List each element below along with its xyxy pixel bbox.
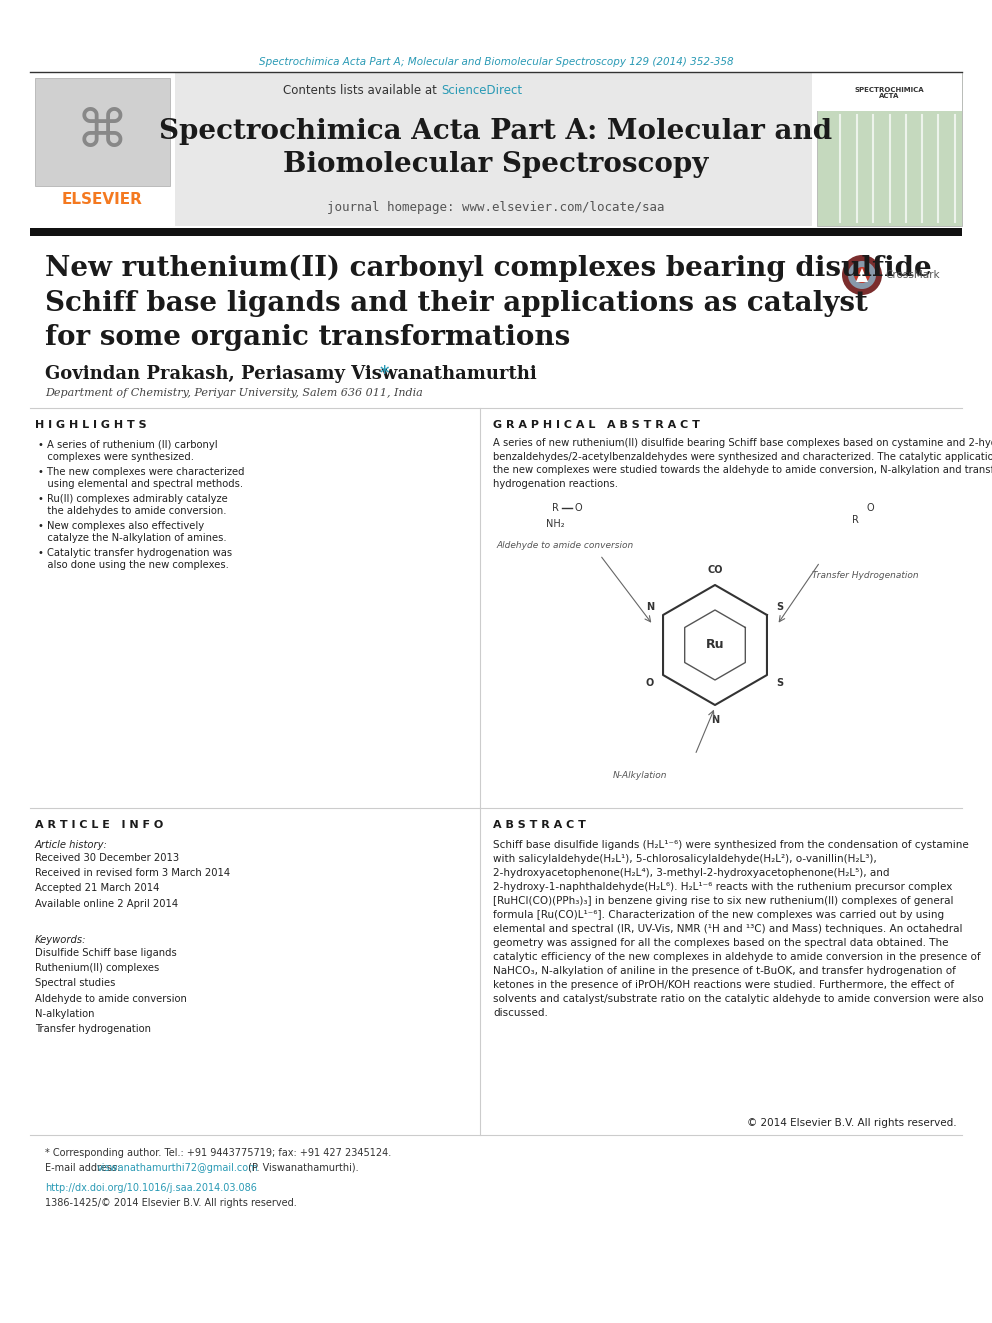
- Text: © 2014 Elsevier B.V. All rights reserved.: © 2014 Elsevier B.V. All rights reserved…: [747, 1118, 957, 1129]
- Bar: [30, 228, 962, 235]
- Text: A series of new ruthenium(II) disulfide bearing Schiff base complexes based on c: A series of new ruthenium(II) disulfide …: [493, 438, 992, 488]
- Text: Article history:: Article history:: [35, 840, 108, 849]
- Text: 1386-1425/© 2014 Elsevier B.V. All rights reserved.: 1386-1425/© 2014 Elsevier B.V. All right…: [45, 1199, 297, 1208]
- Text: N: N: [646, 602, 654, 613]
- Text: S: S: [777, 677, 784, 688]
- Text: • A series of ruthenium (II) carbonyl: • A series of ruthenium (II) carbonyl: [38, 441, 217, 450]
- Text: complexes were synthesized.: complexes were synthesized.: [38, 452, 194, 462]
- Text: N: N: [711, 714, 719, 725]
- Text: O: O: [574, 503, 582, 513]
- Text: Schiff base disulfide ligands (H₂L¹⁻⁶) were synthesized from the condensation of: Schiff base disulfide ligands (H₂L¹⁻⁶) w…: [493, 840, 984, 1017]
- Text: G R A P H I C A L   A B S T R A C T: G R A P H I C A L A B S T R A C T: [493, 419, 700, 430]
- Text: ⌘: ⌘: [75, 106, 128, 157]
- Text: ScienceDirect: ScienceDirect: [441, 83, 522, 97]
- Text: O: O: [866, 503, 874, 513]
- FancyBboxPatch shape: [817, 73, 962, 111]
- Text: N-Alkylation: N-Alkylation: [613, 770, 668, 779]
- Text: • Catalytic transfer hydrogenation was: • Catalytic transfer hydrogenation was: [38, 548, 232, 558]
- Text: http://dx.doi.org/10.1016/j.saa.2014.03.086: http://dx.doi.org/10.1016/j.saa.2014.03.…: [45, 1183, 257, 1193]
- Text: viswanathamurthi72@gmail.com: viswanathamurthi72@gmail.com: [97, 1163, 259, 1174]
- Text: journal homepage: www.elsevier.com/locate/saa: journal homepage: www.elsevier.com/locat…: [327, 201, 665, 213]
- Text: * Corresponding author. Tel.: +91 9443775719; fax: +91 427 2345124.: * Corresponding author. Tel.: +91 944377…: [45, 1148, 391, 1158]
- Polygon shape: [856, 269, 868, 282]
- Circle shape: [848, 261, 876, 288]
- Text: CrossMark: CrossMark: [885, 270, 939, 280]
- Text: SPECTROCHIMICA
ACTA: SPECTROCHIMICA ACTA: [854, 86, 924, 99]
- Text: Spectrochimica Acta Part A: Molecular and
Biomolecular Spectroscopy: Spectrochimica Acta Part A: Molecular an…: [160, 118, 832, 179]
- Text: Transfer Hydrogenation: Transfer Hydrogenation: [811, 570, 919, 579]
- Text: *: *: [380, 365, 390, 382]
- Text: Received 30 December 2013
Received in revised form 3 March 2014
Accepted 21 Marc: Received 30 December 2013 Received in re…: [35, 853, 230, 909]
- Text: Spectrochimica Acta Part A; Molecular and Biomolecular Spectroscopy 129 (2014) 3: Spectrochimica Acta Part A; Molecular an…: [259, 57, 733, 67]
- Text: also done using the new complexes.: also done using the new complexes.: [38, 560, 229, 570]
- Text: ELSEVIER: ELSEVIER: [62, 193, 143, 208]
- Text: A R T I C L E   I N F O: A R T I C L E I N F O: [35, 820, 164, 830]
- Text: O: O: [646, 677, 654, 688]
- Text: NH₂: NH₂: [546, 519, 564, 529]
- Text: CO: CO: [707, 565, 723, 576]
- FancyBboxPatch shape: [35, 78, 170, 187]
- Text: the aldehydes to amide conversion.: the aldehydes to amide conversion.: [38, 505, 226, 516]
- Text: H I G H L I G H T S: H I G H L I G H T S: [35, 419, 147, 430]
- Text: A B S T R A C T: A B S T R A C T: [493, 820, 586, 830]
- Text: Disulfide Schiff base ligands
Ruthenium(II) complexes
Spectral studies
Aldehyde : Disulfide Schiff base ligands Ruthenium(…: [35, 949, 186, 1035]
- Text: Department of Chemistry, Periyar University, Salem 636 011, India: Department of Chemistry, Periyar Univers…: [45, 388, 423, 398]
- Text: (P. Viswanathamurthi).: (P. Viswanathamurthi).: [245, 1163, 359, 1174]
- Text: catalyze the N-alkylation of amines.: catalyze the N-alkylation of amines.: [38, 533, 226, 542]
- Text: R: R: [851, 515, 858, 525]
- Text: • New complexes also effectively: • New complexes also effectively: [38, 521, 204, 531]
- Circle shape: [854, 267, 870, 283]
- Text: R: R: [552, 503, 558, 513]
- Text: New ruthenium(II) carbonyl complexes bearing disulfide
Schiff base ligands and t: New ruthenium(II) carbonyl complexes bea…: [45, 255, 931, 351]
- Text: Govindan Prakash, Periasamy Viswanathamurthi: Govindan Prakash, Periasamy Viswanathamu…: [45, 365, 543, 382]
- Circle shape: [842, 255, 882, 295]
- FancyBboxPatch shape: [817, 73, 962, 226]
- Text: using elemental and spectral methods.: using elemental and spectral methods.: [38, 479, 243, 490]
- Text: Aldehyde to amide conversion: Aldehyde to amide conversion: [496, 541, 634, 549]
- Text: Ru: Ru: [705, 639, 724, 651]
- Text: Contents lists available at: Contents lists available at: [284, 83, 441, 97]
- Text: • Ru(II) complexes admirably catalyze: • Ru(II) complexes admirably catalyze: [38, 493, 228, 504]
- FancyBboxPatch shape: [175, 73, 812, 226]
- Text: E-mail address:: E-mail address:: [45, 1163, 123, 1174]
- Text: • The new complexes were characterized: • The new complexes were characterized: [38, 467, 244, 478]
- Text: Keywords:: Keywords:: [35, 935, 86, 945]
- Text: S: S: [777, 602, 784, 613]
